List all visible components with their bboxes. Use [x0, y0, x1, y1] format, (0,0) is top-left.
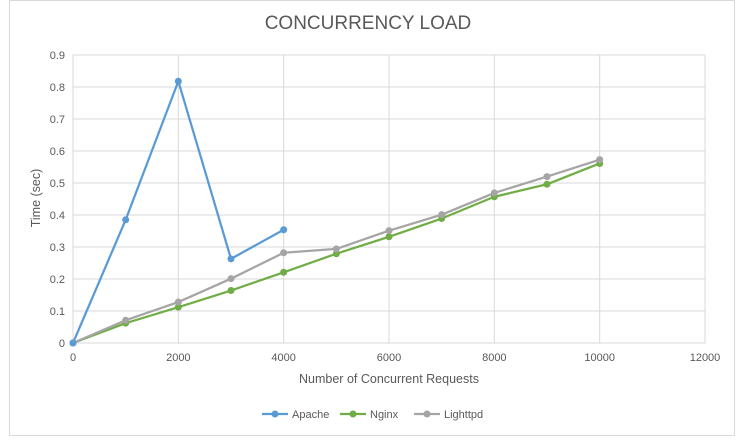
legend-item-apache[interactable]: Apache: [262, 409, 329, 421]
nginx-point: [174, 303, 182, 311]
apache-point: [122, 216, 130, 224]
lighttpd-point: [490, 189, 498, 197]
series-lighttpd: [69, 156, 604, 347]
x-tick-label: 2000: [166, 352, 190, 364]
legend-label: Nginx: [370, 409, 399, 421]
legend-item-nginx[interactable]: Nginx: [340, 409, 399, 421]
apache-point: [280, 226, 288, 234]
x-tick-label: 8000: [482, 352, 506, 364]
x-axis-title: Number of Concurrent Requests: [299, 372, 479, 386]
chart-title: CONCURRENCY LOAD: [265, 13, 472, 34]
lighttpd-point: [332, 245, 340, 253]
tick-labels: 0 0.1 0.2 0.3 0.4 0.5 0.6 0.7 0.8 0.9 0 2000 4000 600…: [50, 50, 721, 364]
lighttpd-point: [227, 275, 235, 283]
apache-point: [174, 77, 182, 85]
nginx-point: [543, 180, 551, 188]
legend-swatch-marker: [271, 410, 279, 418]
legend-swatch-marker: [349, 410, 357, 418]
x-tick-label: 4000: [271, 352, 295, 364]
y-tick-label: 0.4: [50, 210, 65, 222]
y-tick-label: 0.8: [50, 82, 65, 94]
y-tick-label: 0.1: [50, 306, 65, 318]
x-tick-label: 10000: [584, 352, 615, 364]
legend-swatch-marker: [423, 410, 431, 418]
y-tick-label: 0: [59, 338, 65, 350]
legend[interactable]: Apache Nginx Lighttpd: [262, 409, 483, 421]
legend-item-lighttpd[interactable]: Lighttpd: [414, 409, 483, 421]
y-tick-label: 0.6: [50, 146, 65, 158]
lighttpd-point: [280, 249, 288, 257]
y-tick-label: 0.2: [50, 274, 65, 286]
lighttpd-point: [596, 156, 604, 164]
apache-point: [69, 339, 77, 347]
y-tick-label: 0.7: [50, 114, 65, 126]
chart-frame: [9, 0, 735, 436]
lighttpd-point: [174, 298, 182, 306]
x-tick-label: 12000: [690, 352, 721, 364]
lighttpd-point: [122, 316, 130, 324]
gridlines: [72, 54, 706, 344]
apache-point: [227, 255, 235, 263]
y-tick-label: 0.5: [50, 178, 65, 190]
y-tick-label: 0.9: [50, 50, 65, 62]
lighttpd-point: [438, 211, 446, 219]
y-axis-title: Time (sec): [29, 169, 43, 228]
series-layer: [69, 77, 604, 347]
nginx-point: [332, 250, 340, 258]
legend-label: Lighttpd: [444, 409, 483, 421]
nginx-point: [280, 268, 288, 276]
x-tick-label: 6000: [377, 352, 401, 364]
lighttpd-point: [543, 173, 551, 181]
legend-label: Apache: [292, 409, 329, 421]
lighttpd-point: [385, 227, 393, 235]
series-apache: [69, 77, 288, 347]
y-tick-label: 0.3: [50, 242, 65, 254]
series-nginx: [69, 159, 604, 347]
nginx-point: [227, 287, 235, 295]
x-tick-label: 0: [70, 352, 76, 364]
nginx-point: [385, 233, 393, 241]
